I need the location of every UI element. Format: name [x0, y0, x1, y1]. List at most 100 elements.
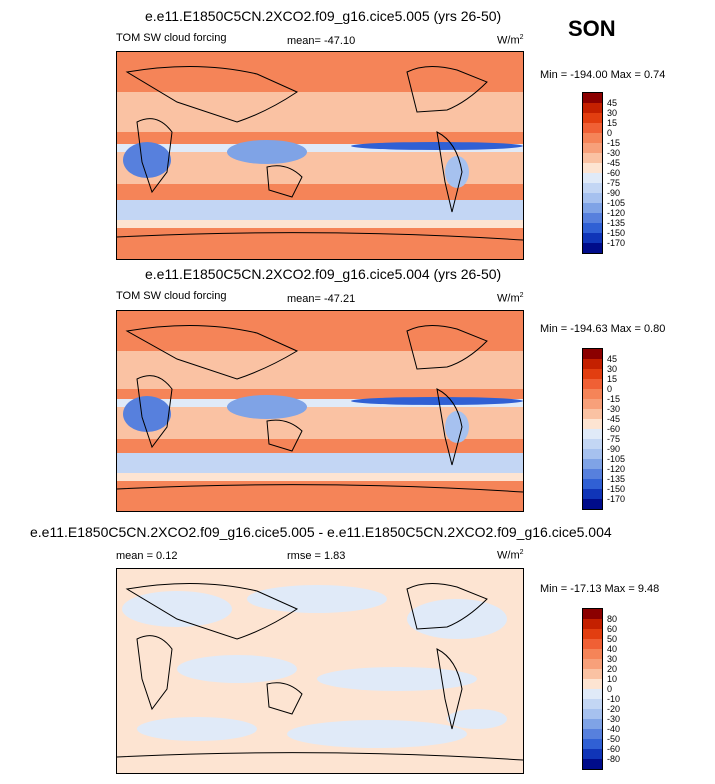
- colorbar-swatch: [583, 93, 602, 103]
- colorbar-label: 0: [607, 684, 613, 694]
- colorbar-label: -15: [607, 138, 621, 148]
- panel-1-mean: mean= -47.10: [287, 35, 356, 47]
- colorbar-swatch: [583, 233, 602, 243]
- panel-1-left-label: TOM SW cloud forcing: [116, 32, 227, 44]
- colorbar-swatch: [583, 439, 602, 449]
- colorbar-swatch: [583, 729, 602, 739]
- colorbar-swatch: [583, 719, 602, 729]
- colorbar-label: 0: [607, 128, 613, 138]
- colorbar-label: 30: [607, 364, 618, 374]
- colorbar-label: 15: [607, 118, 618, 128]
- panel-1-colorbar-swatches: [582, 92, 603, 254]
- panel-2-map-field: [117, 311, 523, 511]
- colorbar-label: 10: [607, 674, 618, 684]
- colorbar-label: -30: [607, 714, 621, 724]
- colorbar-swatch: [583, 193, 602, 203]
- colorbar-label: 40: [607, 644, 618, 654]
- colorbar-label: 60: [607, 624, 618, 634]
- colorbar-swatch: [583, 659, 602, 669]
- colorbar-swatch: [583, 649, 602, 659]
- colorbar-swatch: [583, 699, 602, 709]
- colorbar-label: -170: [607, 238, 626, 248]
- colorbar-swatch: [583, 143, 602, 153]
- colorbar-swatch: [583, 499, 602, 509]
- colorbar-label: 20: [607, 664, 618, 674]
- colorbar-label: 45: [607, 354, 618, 364]
- colorbar-label: -50: [607, 734, 621, 744]
- colorbar-swatch: [583, 213, 602, 223]
- colorbar-label: -105: [607, 198, 626, 208]
- colorbar-swatch: [583, 113, 602, 123]
- colorbar-swatch: [583, 619, 602, 629]
- colorbar-swatch: [583, 173, 602, 183]
- colorbar-swatch: [583, 479, 602, 489]
- colorbar-swatch: [583, 409, 602, 419]
- colorbar-swatch: [583, 133, 602, 143]
- colorbar-swatch: [583, 629, 602, 639]
- panel-3-units: W/m2: [497, 549, 524, 562]
- colorbar-label: -45: [607, 414, 621, 424]
- colorbar-swatch: [583, 739, 602, 749]
- colorbar-label: -30: [607, 148, 621, 158]
- colorbar-swatch: [583, 679, 602, 689]
- colorbar-label: -75: [607, 434, 621, 444]
- panel-3-mean: mean = 0.12: [116, 550, 178, 562]
- panel-3-rmse: rmse = 1.83: [287, 550, 346, 562]
- panel-3-title: e.e11.E1850C5CN.2XCO2.f09_g16.cice5.005 …: [30, 524, 612, 540]
- colorbar-label: -120: [607, 464, 626, 474]
- panel-3-colorbar-swatches: [582, 608, 603, 770]
- season-label: SON: [568, 16, 616, 41]
- panel-3-map-field: [117, 569, 523, 773]
- colorbar-label: -80: [607, 754, 621, 764]
- colorbar-swatch: [583, 349, 602, 359]
- colorbar-label: -150: [607, 484, 626, 494]
- colorbar-swatch: [583, 709, 602, 719]
- colorbar-label: -60: [607, 168, 621, 178]
- colorbar-swatch: [583, 759, 602, 769]
- colorbar-label: -120: [607, 208, 626, 218]
- colorbar-label: 45: [607, 98, 618, 108]
- panel-1-title: e.e11.E1850C5CN.2XCO2.f09_g16.cice5.005 …: [145, 8, 502, 24]
- colorbar-label: -170: [607, 494, 626, 504]
- panel-3-minmax: Min = -17.13 Max = 9.48: [540, 583, 660, 595]
- colorbar-label: -15: [607, 394, 621, 404]
- colorbar-swatch: [583, 359, 602, 369]
- colorbar-swatch: [583, 203, 602, 213]
- colorbar-label: -60: [607, 744, 621, 754]
- panel-2-colorbar-swatches: [582, 348, 603, 510]
- colorbar-swatch: [583, 419, 602, 429]
- colorbar-swatch: [583, 163, 602, 173]
- colorbar-swatch: [583, 489, 602, 499]
- colorbar-label: 50: [607, 634, 618, 644]
- colorbar-swatch: [583, 459, 602, 469]
- colorbar-label: -90: [607, 188, 621, 198]
- colorbar-swatch: [583, 429, 602, 439]
- colorbar-label: -90: [607, 444, 621, 454]
- panel-2-units: W/m2: [497, 292, 524, 305]
- colorbar-swatch: [583, 223, 602, 233]
- colorbar-label: 30: [607, 654, 618, 664]
- colorbar-swatch: [583, 153, 602, 163]
- colorbar-swatch: [583, 369, 602, 379]
- panel-1-units: W/m2: [497, 34, 524, 47]
- colorbar-label: -60: [607, 424, 621, 434]
- colorbar-swatch: [583, 399, 602, 409]
- colorbar-label: -45: [607, 158, 621, 168]
- colorbar-swatch: [583, 183, 602, 193]
- panel-1-map-field: [117, 52, 523, 259]
- panel-1-map: [116, 51, 524, 260]
- panel-2-title: e.e11.E1850C5CN.2XCO2.f09_g16.cice5.004 …: [145, 266, 502, 282]
- panel-2-map: [116, 310, 524, 512]
- colorbar-swatch: [583, 103, 602, 113]
- colorbar-label: -10: [607, 694, 621, 704]
- colorbar-label: -135: [607, 218, 626, 228]
- colorbar-label: -135: [607, 474, 626, 484]
- colorbar-swatch: [583, 639, 602, 649]
- colorbar-label: 30: [607, 108, 618, 118]
- colorbar-swatch: [583, 669, 602, 679]
- colorbar-label: -40: [607, 724, 621, 734]
- colorbar-label: -30: [607, 404, 621, 414]
- colorbar-label: 0: [607, 384, 613, 394]
- colorbar-swatch: [583, 469, 602, 479]
- colorbar-label: 15: [607, 374, 618, 384]
